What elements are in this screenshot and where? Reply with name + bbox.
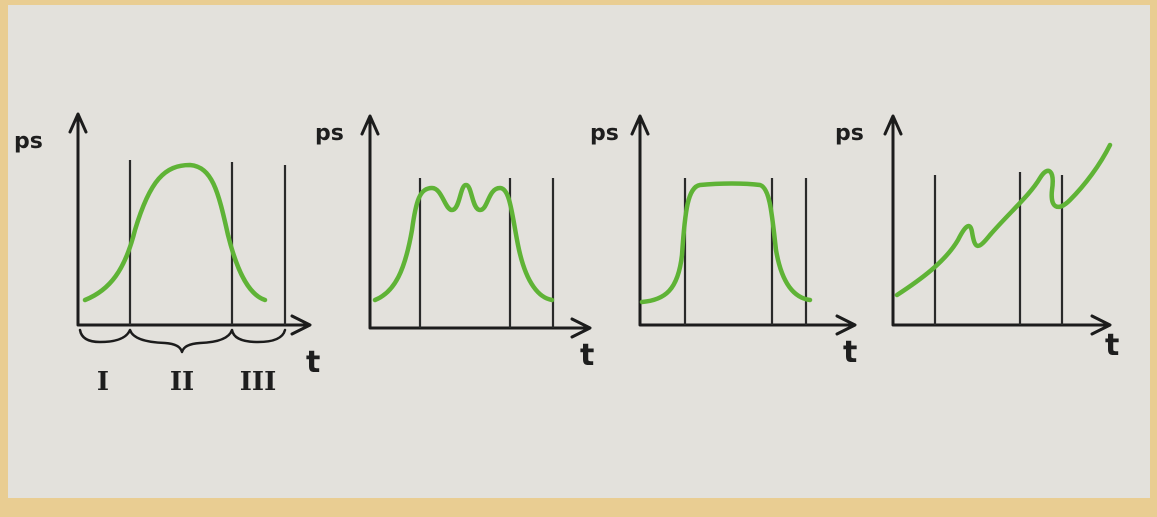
y-label: ps [835,121,864,146]
phase-label: III [240,367,277,397]
x-label: t [1105,328,1119,363]
y-label: ps [14,129,43,154]
y-label: ps [315,121,344,146]
photo: ps t I II III ps t ps t ps t [0,0,1157,517]
x-label: t [843,335,857,370]
phase-label: I [97,367,109,397]
phase-label: II [170,367,194,397]
x-label: t [306,345,320,380]
paper [8,5,1150,498]
x-label: t [580,338,594,373]
y-label: ps [590,121,619,146]
page: ps t I II III ps t ps t ps t (() => { co… [0,0,1157,517]
